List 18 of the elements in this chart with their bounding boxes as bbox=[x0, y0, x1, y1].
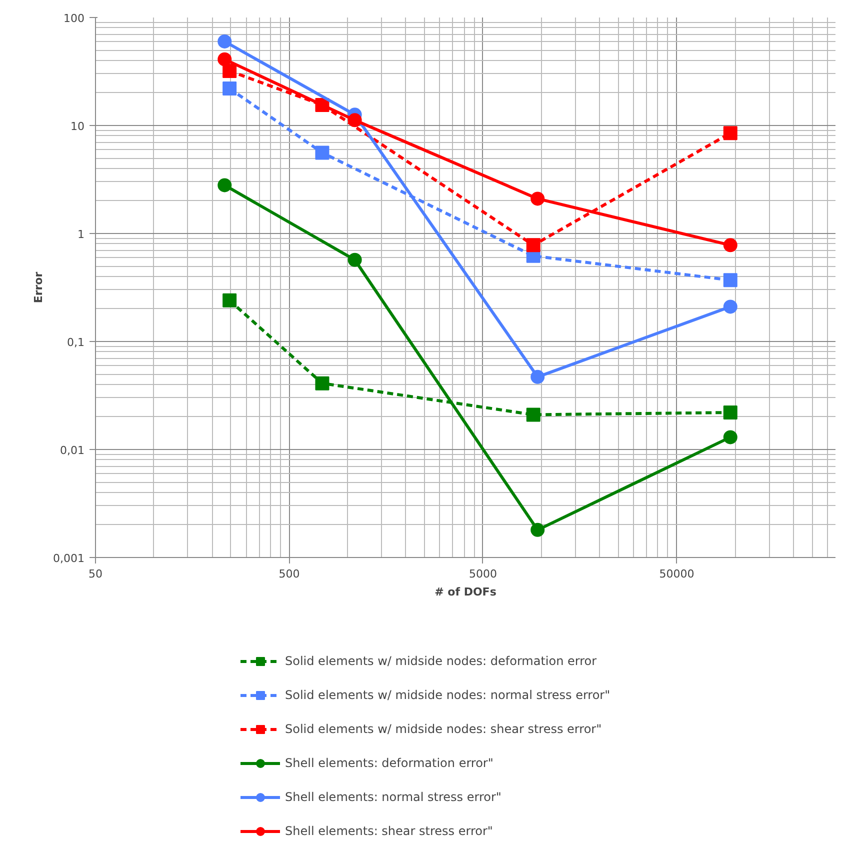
y-tick-label: 0,1 bbox=[67, 336, 85, 349]
x-axis-title: # of DOFs bbox=[434, 586, 497, 598]
x-tick-label: 50000 bbox=[659, 568, 694, 580]
y-tick-label: 0,01 bbox=[60, 444, 85, 457]
y-tick-label: 1 bbox=[78, 228, 84, 241]
legend-label: Shell elements: deformation error" bbox=[285, 756, 494, 770]
legend-label: Solid elements w/ midside nodes: normal stress error" bbox=[285, 688, 610, 702]
y-tick-label: 0,001 bbox=[53, 552, 85, 565]
x-tick-label: 50 bbox=[88, 568, 102, 580]
x-tick-label: 5000 bbox=[468, 568, 497, 580]
legend-label: Shell elements: shear stress error" bbox=[285, 824, 493, 838]
legend-label: Solid elements w/ midside nodes: shear stress error" bbox=[285, 722, 602, 736]
legend-label: Solid elements w/ midside nodes: deformation error bbox=[285, 654, 597, 668]
y-axis-title: Error bbox=[32, 271, 46, 304]
x-tick-label: 500 bbox=[278, 568, 300, 580]
y-tick-label: 100 bbox=[64, 12, 85, 25]
y-tick-label: 10 bbox=[70, 120, 85, 133]
legend-label: Shell elements: normal stress error" bbox=[285, 790, 502, 804]
